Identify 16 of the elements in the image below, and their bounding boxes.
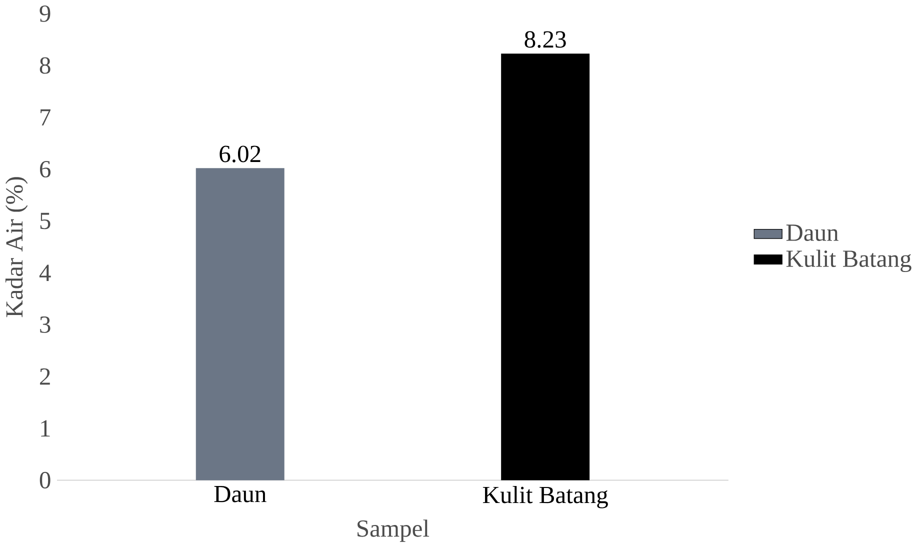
y-tick-label: 5 (40, 212, 50, 230)
y-tick-label: 0 (40, 472, 50, 488)
x-axis-title: Sampel (358, 519, 430, 542)
y-tick-label: 3 (40, 316, 50, 333)
legend-label: Daun (786, 224, 838, 241)
y-tick-label: 6 (40, 160, 51, 178)
y-tick-label: 2 (40, 368, 50, 385)
y-axis-title: Kadar Air (%) (5, 177, 28, 317)
y-tick-label: 8 (40, 57, 50, 74)
y-tick-label: 9 (40, 5, 50, 22)
legend-label: Kulit Batang (786, 250, 912, 272)
y-tick-label: 7 (40, 109, 51, 126)
y-tick-label: 4 (39, 264, 51, 281)
data-label: 8.23 (524, 31, 566, 48)
data-label: 6.02 (220, 146, 260, 162)
y-tick-label: 1 (41, 420, 50, 436)
